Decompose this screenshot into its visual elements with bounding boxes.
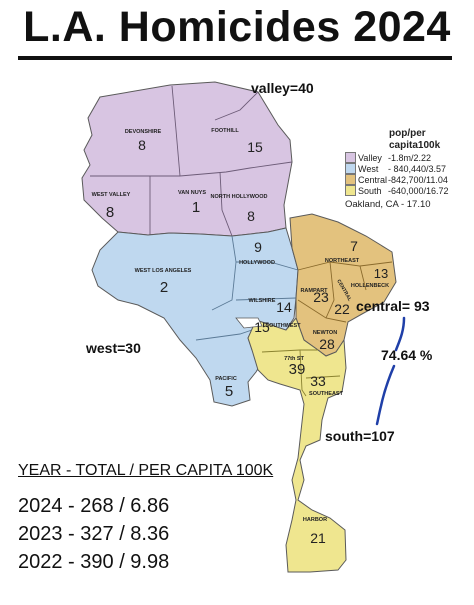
- div-southeast-label: SOUTHEAST: [309, 391, 344, 397]
- legend-value-valley: -1.8m/2.22: [388, 152, 432, 163]
- div-vannuys-label: VAN NUYS: [178, 190, 206, 196]
- legend-swatch-valley: [345, 152, 356, 163]
- central-division-lines: [297, 261, 393, 323]
- region-south: [247, 317, 347, 573]
- west-division-lines: [195, 235, 299, 341]
- div-newton-label: NEWTON: [313, 330, 337, 336]
- title-underline: [18, 56, 452, 60]
- legend-name-west: West: [358, 163, 379, 174]
- div-hollenbeck-count: 13: [374, 266, 388, 281]
- div-harbor-count: 21: [310, 530, 326, 546]
- stats-row-2024: 2024 - 268 / 6.86: [18, 495, 170, 517]
- division-labels: DEVONSHIRE 8 FOOTHILL 15 WEST VALLEY 8 V…: [92, 128, 389, 546]
- pen-stroke-lower: [375, 364, 396, 426]
- div-westvalley-count: 8: [106, 204, 114, 221]
- legend-value-south: -640,000/16.72: [388, 185, 449, 196]
- div-vannuys-count: 1: [192, 199, 200, 216]
- div-northeast-count: 7: [350, 238, 358, 254]
- div-rampart-label: RAMPART: [300, 288, 328, 294]
- div-wilshire-label: WILSHIRE: [249, 298, 276, 304]
- central-total-label: central= 93: [356, 298, 430, 314]
- map-island: [235, 317, 263, 329]
- stats-header: YEAR - TOTAL / PER CAPITA 100K: [18, 462, 274, 479]
- div-devonshire-label: DEVONSHIRE: [125, 129, 162, 135]
- south-division-lines: [261, 349, 341, 397]
- div-77th-count: 39: [289, 361, 306, 378]
- div-westla-label: WEST LOS ANGELES: [135, 268, 192, 274]
- div-foothill-count: 15: [247, 139, 263, 155]
- div-newton-count: 28: [319, 336, 335, 352]
- west-total-label: west=30: [86, 340, 141, 356]
- legend-name-south: South: [358, 185, 382, 196]
- legend-swatch-south: [345, 185, 356, 196]
- legend-row-central: Central -842,700/11.04: [345, 174, 471, 185]
- div-southeast-count: 33: [310, 373, 326, 389]
- div-pacific-label: PACIFIC: [215, 376, 237, 382]
- legend-name-central: Central: [358, 174, 388, 185]
- legend-value-central: -842,700/11.04: [388, 174, 448, 185]
- div-central-count: 22: [334, 301, 350, 317]
- div-rampart-count: 23: [313, 289, 329, 305]
- div-northhollywood-label: NORTH HOLLYWOOD: [211, 194, 268, 200]
- div-southwest-count: 15: [254, 319, 270, 335]
- legend-swatch-west: [345, 163, 356, 174]
- legend-title-line1: pop/per: [389, 128, 426, 139]
- legend-title-line2: capita100k: [389, 140, 441, 151]
- div-northeast-label: NORTHEAST: [325, 258, 360, 264]
- valley-total-label: valley=40: [251, 80, 314, 96]
- legend-row-west: West - 840,440/3.57: [345, 163, 471, 174]
- legend-oakland-note: Oakland, CA - 17.10: [345, 199, 431, 210]
- legend-value-west: - 840,440/3.57: [388, 163, 447, 174]
- div-harbor-label: HARBOR: [303, 517, 327, 523]
- yearly-stats: YEAR - TOTAL / PER CAPITA 100K 2024 - 26…: [18, 462, 273, 576]
- south-total-label: south=107: [325, 428, 395, 444]
- div-westla-count: 2: [160, 279, 168, 296]
- stats-row-2023: 2023 - 327 / 8.36: [18, 523, 170, 545]
- page-title: L.A. Homicides 2024: [23, 3, 451, 51]
- div-foothill-label: FOOTHILL: [211, 128, 239, 134]
- legend-row-valley: Valley -1.8m/2.22: [345, 152, 471, 163]
- legend-name-valley: Valley: [358, 152, 382, 163]
- legend-row-south: South -640,000/16.72: [345, 185, 471, 196]
- div-wilshire-count: 14: [276, 299, 292, 315]
- legend-swatch-central: [345, 174, 356, 185]
- div-westvalley-label: WEST VALLEY: [92, 192, 131, 198]
- div-northhollywood-name: NORTH HOLLYWOOD: [211, 194, 268, 200]
- pen-stroke-upper: [394, 316, 406, 352]
- div-hollenbeck-label: HOLLENBECK: [351, 283, 389, 289]
- valley-division-lines: [90, 85, 293, 237]
- percent-label: 74.64 %: [381, 347, 433, 363]
- div-77th-label: 77th ST: [284, 356, 305, 362]
- div-pacific-count: 5: [225, 383, 233, 400]
- div-northhollywood-count: 8: [247, 208, 255, 224]
- div-hollywood-label: HOLLYWOOD: [239, 260, 275, 266]
- div-devonshire-count: 8: [138, 137, 146, 153]
- stats-row-2022: 2022 - 390 / 9.98: [18, 551, 170, 573]
- map-legend: pop/per capita100k Valley -1.8m/2.22 Wes…: [345, 128, 471, 210]
- div-southwest-label: SOUTHWEST: [265, 323, 301, 329]
- div-hollywood-count: 9: [254, 239, 262, 255]
